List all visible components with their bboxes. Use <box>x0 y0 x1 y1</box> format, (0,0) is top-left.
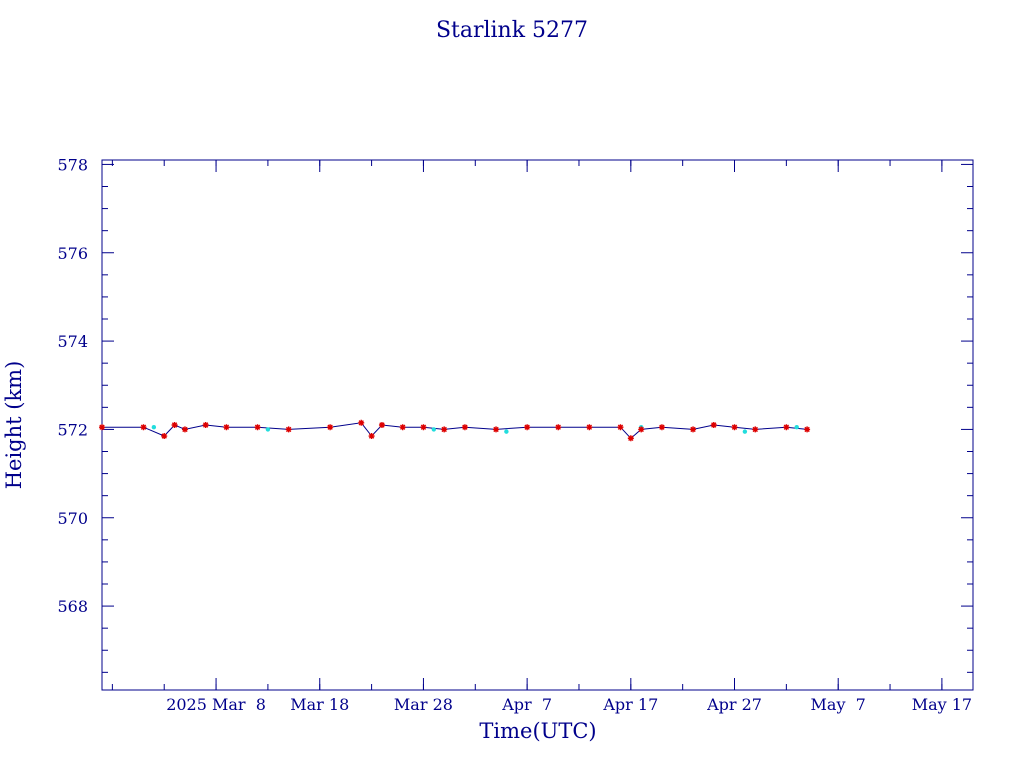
x-axis: 2025 Mar 8 Mar 18 Mar 28 Apr 7 Apr 17 Apr 27 M… <box>111 160 972 714</box>
plot-frame <box>101 159 974 691</box>
series-main-point <box>378 422 385 428</box>
series-main-point <box>202 422 209 428</box>
y-tick-label: 572 <box>57 420 88 439</box>
y-tick-label: 578 <box>57 155 88 174</box>
series-main-point <box>285 426 292 433</box>
x-axis-title: Time(UTC) <box>479 719 596 743</box>
series-alt-point <box>431 427 437 432</box>
y-tick-label: 574 <box>57 332 88 351</box>
series-main-point <box>171 422 178 428</box>
series-main-point <box>690 426 697 433</box>
y-axis: 568 570 572 574 576 578 <box>57 155 973 673</box>
series-alt-point <box>265 427 271 432</box>
series-main-point <box>658 424 665 431</box>
y-tick-label: 576 <box>57 244 88 263</box>
series-main-point <box>140 424 147 431</box>
y-tick-label: 568 <box>57 597 88 616</box>
x-tick-label: Mar 18 <box>290 695 349 714</box>
series-main-point <box>254 424 261 431</box>
series-main-point <box>161 433 168 440</box>
series-main-point <box>358 419 365 426</box>
series-main-point <box>627 435 634 442</box>
series-main-point <box>420 424 427 431</box>
series-alt-point <box>742 429 748 434</box>
series-main-point <box>223 424 230 431</box>
series-main-point <box>731 424 738 431</box>
series-alt-point <box>151 425 157 430</box>
x-tick-label: 2025 Mar 8 <box>166 695 266 714</box>
x-tick-label: Apr 17 <box>602 695 658 714</box>
series-main-point <box>368 433 375 440</box>
series-main-point <box>617 424 624 431</box>
series-alt-group <box>151 425 799 434</box>
series-main-point <box>804 426 811 433</box>
series-alt-point <box>504 429 509 434</box>
series-main-point <box>638 426 645 433</box>
x-tick-label: May 7 <box>811 695 866 714</box>
series-main-point <box>441 426 448 433</box>
x-tick-label: Apr 7 <box>501 695 552 714</box>
series-main-point <box>524 424 531 431</box>
y-axis-title: Height (km) <box>2 361 26 490</box>
series-main-point <box>461 424 468 431</box>
series-main-group <box>99 419 811 442</box>
chart-title: Starlink 5277 <box>436 18 588 43</box>
series-main-point <box>399 424 406 431</box>
series-main-point <box>555 424 562 431</box>
series-main-point <box>327 424 334 431</box>
y-tick-label: 570 <box>57 509 88 528</box>
series-main-point <box>752 426 759 433</box>
series-main-point <box>710 422 717 428</box>
series-main-point <box>181 426 188 433</box>
series-main-point <box>586 424 593 431</box>
x-tick-label: Mar 28 <box>394 695 453 714</box>
x-tick-label: Apr 27 <box>706 695 762 714</box>
x-tick-label: May 17 <box>912 695 972 714</box>
series-main-point <box>493 426 500 433</box>
series-main-point <box>99 424 105 431</box>
series-main-point <box>783 424 790 431</box>
series-alt-point <box>794 425 799 430</box>
